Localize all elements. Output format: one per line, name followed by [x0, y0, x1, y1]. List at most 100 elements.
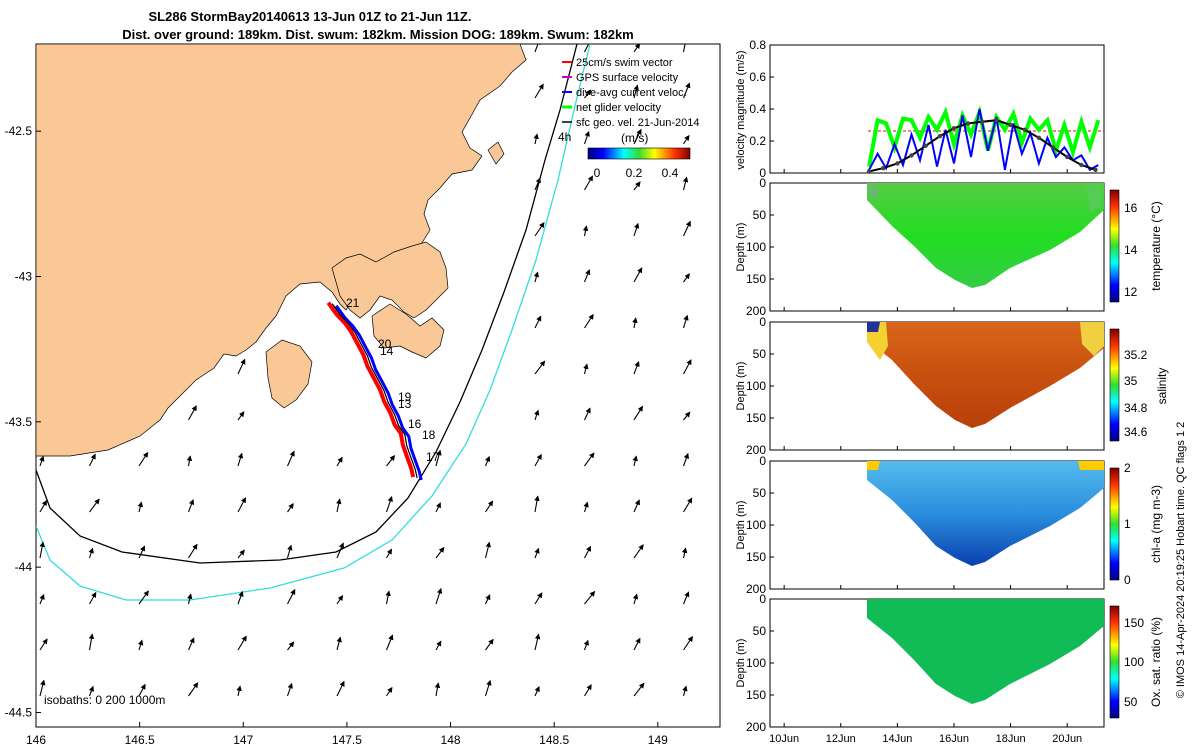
isobath-1000m — [36, 44, 591, 601]
current-arrow — [682, 176, 689, 191]
velocity-sfc-point — [881, 166, 886, 171]
current-arrow — [287, 503, 294, 513]
current-arrow — [633, 682, 645, 697]
current-arrow — [584, 407, 591, 421]
current-arrow — [385, 590, 391, 605]
legend-gps-velocity: GPS surface velocity — [576, 72, 679, 84]
map-xtick-label: 147.5 — [332, 733, 362, 747]
current-arrow — [681, 547, 688, 559]
salinity-cb-tick-35-2: 35.2 — [1124, 348, 1148, 362]
current-arrow — [237, 635, 247, 651]
depth-tick-label: 150 — [746, 272, 766, 286]
current-arrow — [385, 634, 394, 651]
current-arrow — [683, 273, 690, 283]
current-arrow — [336, 456, 343, 467]
map-legend: 25cm/s swim vector GPS surface velocity … — [558, 57, 700, 180]
current-arrow — [138, 545, 146, 559]
chla-high-patch-left — [867, 461, 880, 470]
colorbar-tick-0-4: 0.4 — [662, 166, 679, 180]
chla-ylabel: Depth (m) — [735, 501, 747, 550]
current-arrow — [633, 267, 643, 283]
track-label-16: 16 — [408, 417, 422, 431]
land-maria-island — [487, 141, 505, 165]
chla-cb-tick-1: 1 — [1124, 517, 1131, 531]
current-arrow — [633, 181, 641, 191]
depth-tick-label: 100 — [746, 379, 766, 393]
velocity-sfc-point — [1079, 162, 1084, 168]
current-arrow — [385, 496, 393, 513]
track-label-13: 13 — [398, 397, 412, 411]
velocity-panel: 0 0.2 0.4 0.6 0.8 velocity magnitude (m/s) — [735, 38, 1105, 180]
depth-tick-label: 150 — [746, 411, 766, 425]
current-arrow — [237, 358, 246, 375]
depth-tick-label: 0 — [759, 454, 766, 468]
time-tick-label: 14Jun — [882, 733, 912, 745]
current-arrow — [683, 220, 691, 237]
map-plot: 21 20 14 19 13 16 18 17 25cm/s swim vect… — [5, 43, 721, 747]
velocity-sfc-point — [866, 169, 872, 173]
velocity-ytick-label: 0.2 — [749, 134, 766, 148]
current-arrow — [534, 44, 541, 53]
map-xtick-label: 149 — [648, 733, 668, 747]
depth-tick-label: 50 — [753, 347, 767, 361]
current-arrow — [286, 544, 293, 559]
depth-tick-label: 200 — [746, 443, 766, 457]
current-arrow — [583, 269, 591, 283]
velocity-sfc-point — [909, 153, 914, 158]
depth-tick-label: 100 — [746, 656, 766, 670]
depth-tick-label: 200 — [746, 720, 766, 734]
chla-colorbar — [1109, 467, 1120, 581]
velocity-frame — [769, 44, 1105, 174]
current-arrow — [584, 452, 595, 467]
current-arrow — [89, 453, 96, 467]
current-arrow — [632, 593, 639, 605]
current-arrow — [286, 450, 295, 467]
current-arrow — [88, 685, 95, 697]
depth-tick-label: 50 — [753, 208, 767, 222]
current-arrow — [485, 500, 494, 513]
depth-tick-label: 150 — [746, 550, 766, 564]
map-ytick-label: -43.5 — [5, 415, 33, 429]
track-label-21: 21 — [346, 296, 360, 310]
time-tick-label: 16Jun — [939, 733, 969, 745]
current-arrow — [633, 499, 640, 513]
land-bruny-island — [265, 339, 313, 409]
temperature-cb-tick-12: 12 — [1124, 285, 1138, 299]
current-arrow — [137, 501, 143, 513]
current-arrow — [336, 680, 345, 697]
current-arrow — [237, 590, 244, 605]
current-arrow — [138, 590, 149, 605]
chla-high-patch-right — [1078, 461, 1104, 470]
depth-tick-label: 200 — [746, 582, 766, 596]
current-arrow — [286, 682, 293, 697]
track-day-labels: 21 20 14 19 13 16 18 17 — [346, 296, 440, 464]
velocity-ytick-label: 0.4 — [749, 102, 766, 116]
current-arrow — [39, 499, 47, 513]
current-arrow — [39, 541, 45, 559]
velocity-ylabel: velocity magnitude (m/s) — [735, 50, 747, 169]
oxygen-cb-tick-150: 150 — [1124, 616, 1144, 630]
current-arrow — [534, 177, 541, 191]
chla-colorbar-label: chl-a (mg m-3) — [1149, 485, 1163, 563]
salinity-low-patch — [867, 322, 880, 332]
current-arrow — [683, 134, 690, 145]
colorbar-unit: (m/s) — [621, 131, 648, 145]
current-arrow — [633, 405, 643, 421]
current-arrow — [534, 592, 543, 605]
title-line-2: Dist. over ground: 189km. Dist. swum: 18… — [122, 27, 634, 42]
section-panels: Depth (m) 12 14 16 temperature (°C) Dept… — [735, 169, 1169, 745]
current-arrow — [186, 455, 193, 467]
colorbar-tick-0: 0 — [594, 166, 601, 180]
velocity-ytick-label: 0.6 — [749, 70, 766, 84]
oxygen-colorbar-label: Ox. sat. ratio (%) — [1149, 617, 1163, 707]
current-arrow — [534, 221, 545, 237]
current-arrow — [583, 363, 589, 375]
track-label-19: 19 — [398, 390, 412, 404]
colorbar-tick-0-2: 0.2 — [626, 166, 643, 180]
salinity-cb-tick-35: 35 — [1124, 374, 1138, 388]
temperature-panel: Depth (m) 12 14 16 temperature (°C) — [735, 182, 1163, 312]
current-arrow — [533, 271, 540, 283]
velocity-sfc-point — [1050, 145, 1056, 150]
current-arrow — [584, 590, 596, 605]
